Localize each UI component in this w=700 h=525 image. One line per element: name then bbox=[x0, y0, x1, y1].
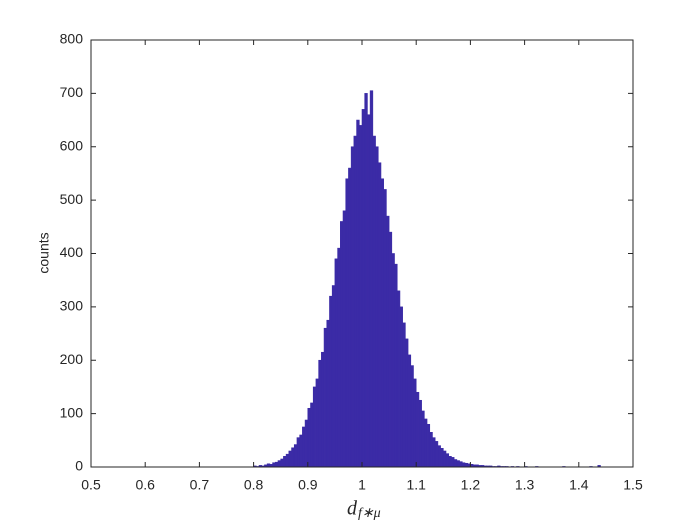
bar bbox=[405, 338, 409, 468]
x-tick-label: 1.5 bbox=[623, 477, 643, 493]
bar bbox=[364, 93, 368, 468]
bar bbox=[453, 459, 458, 468]
bar bbox=[296, 437, 300, 468]
bar bbox=[288, 450, 292, 468]
x-tick-label: 1 bbox=[358, 477, 366, 493]
y-tick-label: 300 bbox=[60, 298, 84, 314]
bar bbox=[388, 231, 393, 468]
x-tick-label: 0.6 bbox=[135, 477, 155, 493]
bar bbox=[421, 410, 425, 468]
bar bbox=[310, 402, 314, 468]
bar bbox=[369, 90, 374, 468]
bar bbox=[434, 441, 439, 468]
bar bbox=[445, 453, 450, 468]
bar bbox=[342, 210, 347, 468]
y-tick-label: 100 bbox=[60, 404, 84, 420]
bar bbox=[302, 426, 306, 468]
x-tick-label: 0.7 bbox=[190, 477, 210, 493]
bar bbox=[340, 221, 344, 468]
y-tick-label: 0 bbox=[75, 458, 83, 474]
bar bbox=[383, 189, 387, 468]
bar bbox=[410, 365, 414, 468]
bar bbox=[353, 135, 357, 468]
bar bbox=[426, 423, 431, 468]
bar bbox=[402, 322, 406, 468]
bar bbox=[391, 253, 395, 468]
bar bbox=[437, 445, 441, 468]
bar bbox=[399, 306, 403, 468]
bar bbox=[407, 354, 412, 468]
y-axis-label: counts bbox=[36, 232, 52, 273]
bar bbox=[283, 456, 287, 468]
bar bbox=[424, 418, 428, 468]
bar bbox=[326, 319, 330, 468]
bar bbox=[413, 378, 417, 468]
bar bbox=[461, 462, 466, 468]
bar bbox=[285, 453, 290, 468]
bar bbox=[337, 247, 341, 468]
bar bbox=[280, 458, 284, 468]
y-tick-label: 200 bbox=[60, 351, 84, 367]
bar bbox=[372, 135, 376, 468]
bar bbox=[315, 378, 319, 468]
bar bbox=[345, 178, 349, 468]
bar bbox=[331, 285, 336, 468]
bar bbox=[299, 434, 303, 468]
bar bbox=[274, 461, 279, 468]
bar bbox=[356, 119, 360, 468]
bar bbox=[329, 295, 333, 468]
bar bbox=[272, 462, 276, 468]
y-tick-label: 400 bbox=[60, 244, 84, 260]
x-axis-label: d bbox=[347, 498, 358, 520]
x-tick-label: 1.3 bbox=[515, 477, 535, 493]
bar bbox=[464, 462, 468, 468]
x-tick-label: 0.9 bbox=[298, 477, 318, 493]
bar bbox=[318, 359, 322, 468]
y-tick-label: 600 bbox=[60, 137, 84, 153]
bar bbox=[293, 444, 298, 468]
bar bbox=[432, 437, 436, 468]
bar bbox=[448, 456, 452, 468]
x-axis-label-subscript: f∗μ bbox=[358, 506, 381, 521]
bar bbox=[367, 114, 371, 468]
bar bbox=[418, 399, 422, 468]
y-tick-label: 500 bbox=[60, 191, 84, 207]
bar bbox=[380, 178, 384, 468]
x-tick-label: 0.5 bbox=[81, 477, 101, 493]
bar bbox=[361, 109, 366, 468]
bar bbox=[451, 457, 455, 468]
bar bbox=[442, 450, 447, 468]
bar bbox=[396, 290, 401, 468]
x-tick-label: 1.4 bbox=[569, 477, 589, 493]
bar bbox=[291, 447, 295, 468]
y-tick-label: 700 bbox=[60, 84, 84, 100]
bar bbox=[348, 167, 352, 468]
x-tick-label: 0.8 bbox=[244, 477, 264, 493]
bar bbox=[394, 263, 398, 468]
bar bbox=[350, 146, 355, 468]
y-tick-label: 800 bbox=[60, 31, 84, 47]
bar bbox=[358, 125, 363, 468]
bar bbox=[312, 386, 317, 468]
bar bbox=[459, 461, 463, 468]
bar bbox=[304, 419, 309, 468]
bar bbox=[323, 327, 328, 468]
bar bbox=[415, 391, 420, 468]
x-tick-label: 1.1 bbox=[406, 477, 426, 493]
bar bbox=[334, 258, 338, 468]
bar bbox=[456, 460, 460, 468]
bar bbox=[377, 162, 382, 468]
bar bbox=[307, 407, 311, 468]
bar bbox=[429, 432, 433, 468]
bar bbox=[321, 351, 325, 468]
bar bbox=[375, 146, 379, 468]
bar bbox=[440, 448, 444, 468]
x-tick-label: 1.2 bbox=[461, 477, 481, 493]
bar bbox=[386, 215, 390, 468]
bar bbox=[277, 460, 281, 468]
